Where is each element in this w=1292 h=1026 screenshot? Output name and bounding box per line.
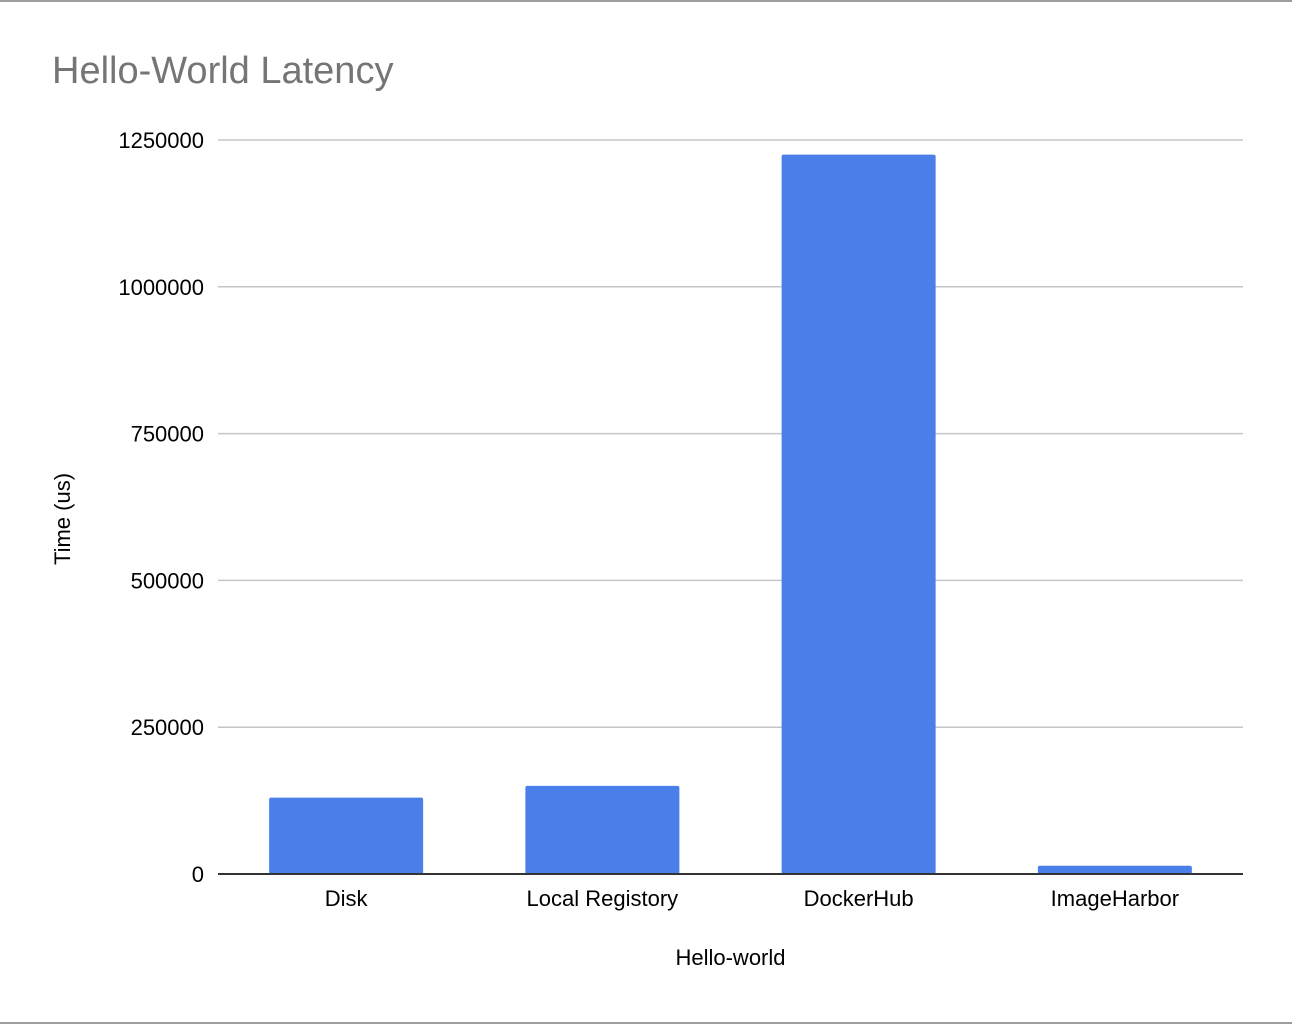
chart-title: Hello-World Latency <box>52 50 394 92</box>
y-tick-label: 250000 <box>131 715 204 740</box>
gridlines <box>218 139 1243 728</box>
bar-disk <box>269 797 424 874</box>
x-tick-label: Disk <box>325 886 369 911</box>
y-tick-label: 1250000 <box>118 128 204 153</box>
x-tick-label: DockerHub <box>804 886 914 911</box>
y-tick-label: 500000 <box>131 568 204 593</box>
y-tick-label: 1000000 <box>118 275 204 300</box>
bars <box>269 154 1192 874</box>
bar-local-registory <box>525 785 680 874</box>
y-tick-label: 750000 <box>131 422 204 447</box>
x-tick-label: ImageHarbor <box>1051 886 1179 911</box>
y-tick-label: 0 <box>192 862 204 887</box>
x-axis-title: Hello-world <box>675 945 785 970</box>
x-tick-label: Local Registory <box>527 886 679 911</box>
y-axis-title: Time (us) <box>50 473 75 565</box>
x-tick-labels: Disk Local Registory DockerHub ImageHarbor <box>325 886 1179 911</box>
bar-dockerhub <box>781 154 936 874</box>
bar-imageharbor <box>1037 865 1192 874</box>
y-tick-labels: 0 250000 500000 750000 1000000 1250000 <box>118 128 204 887</box>
